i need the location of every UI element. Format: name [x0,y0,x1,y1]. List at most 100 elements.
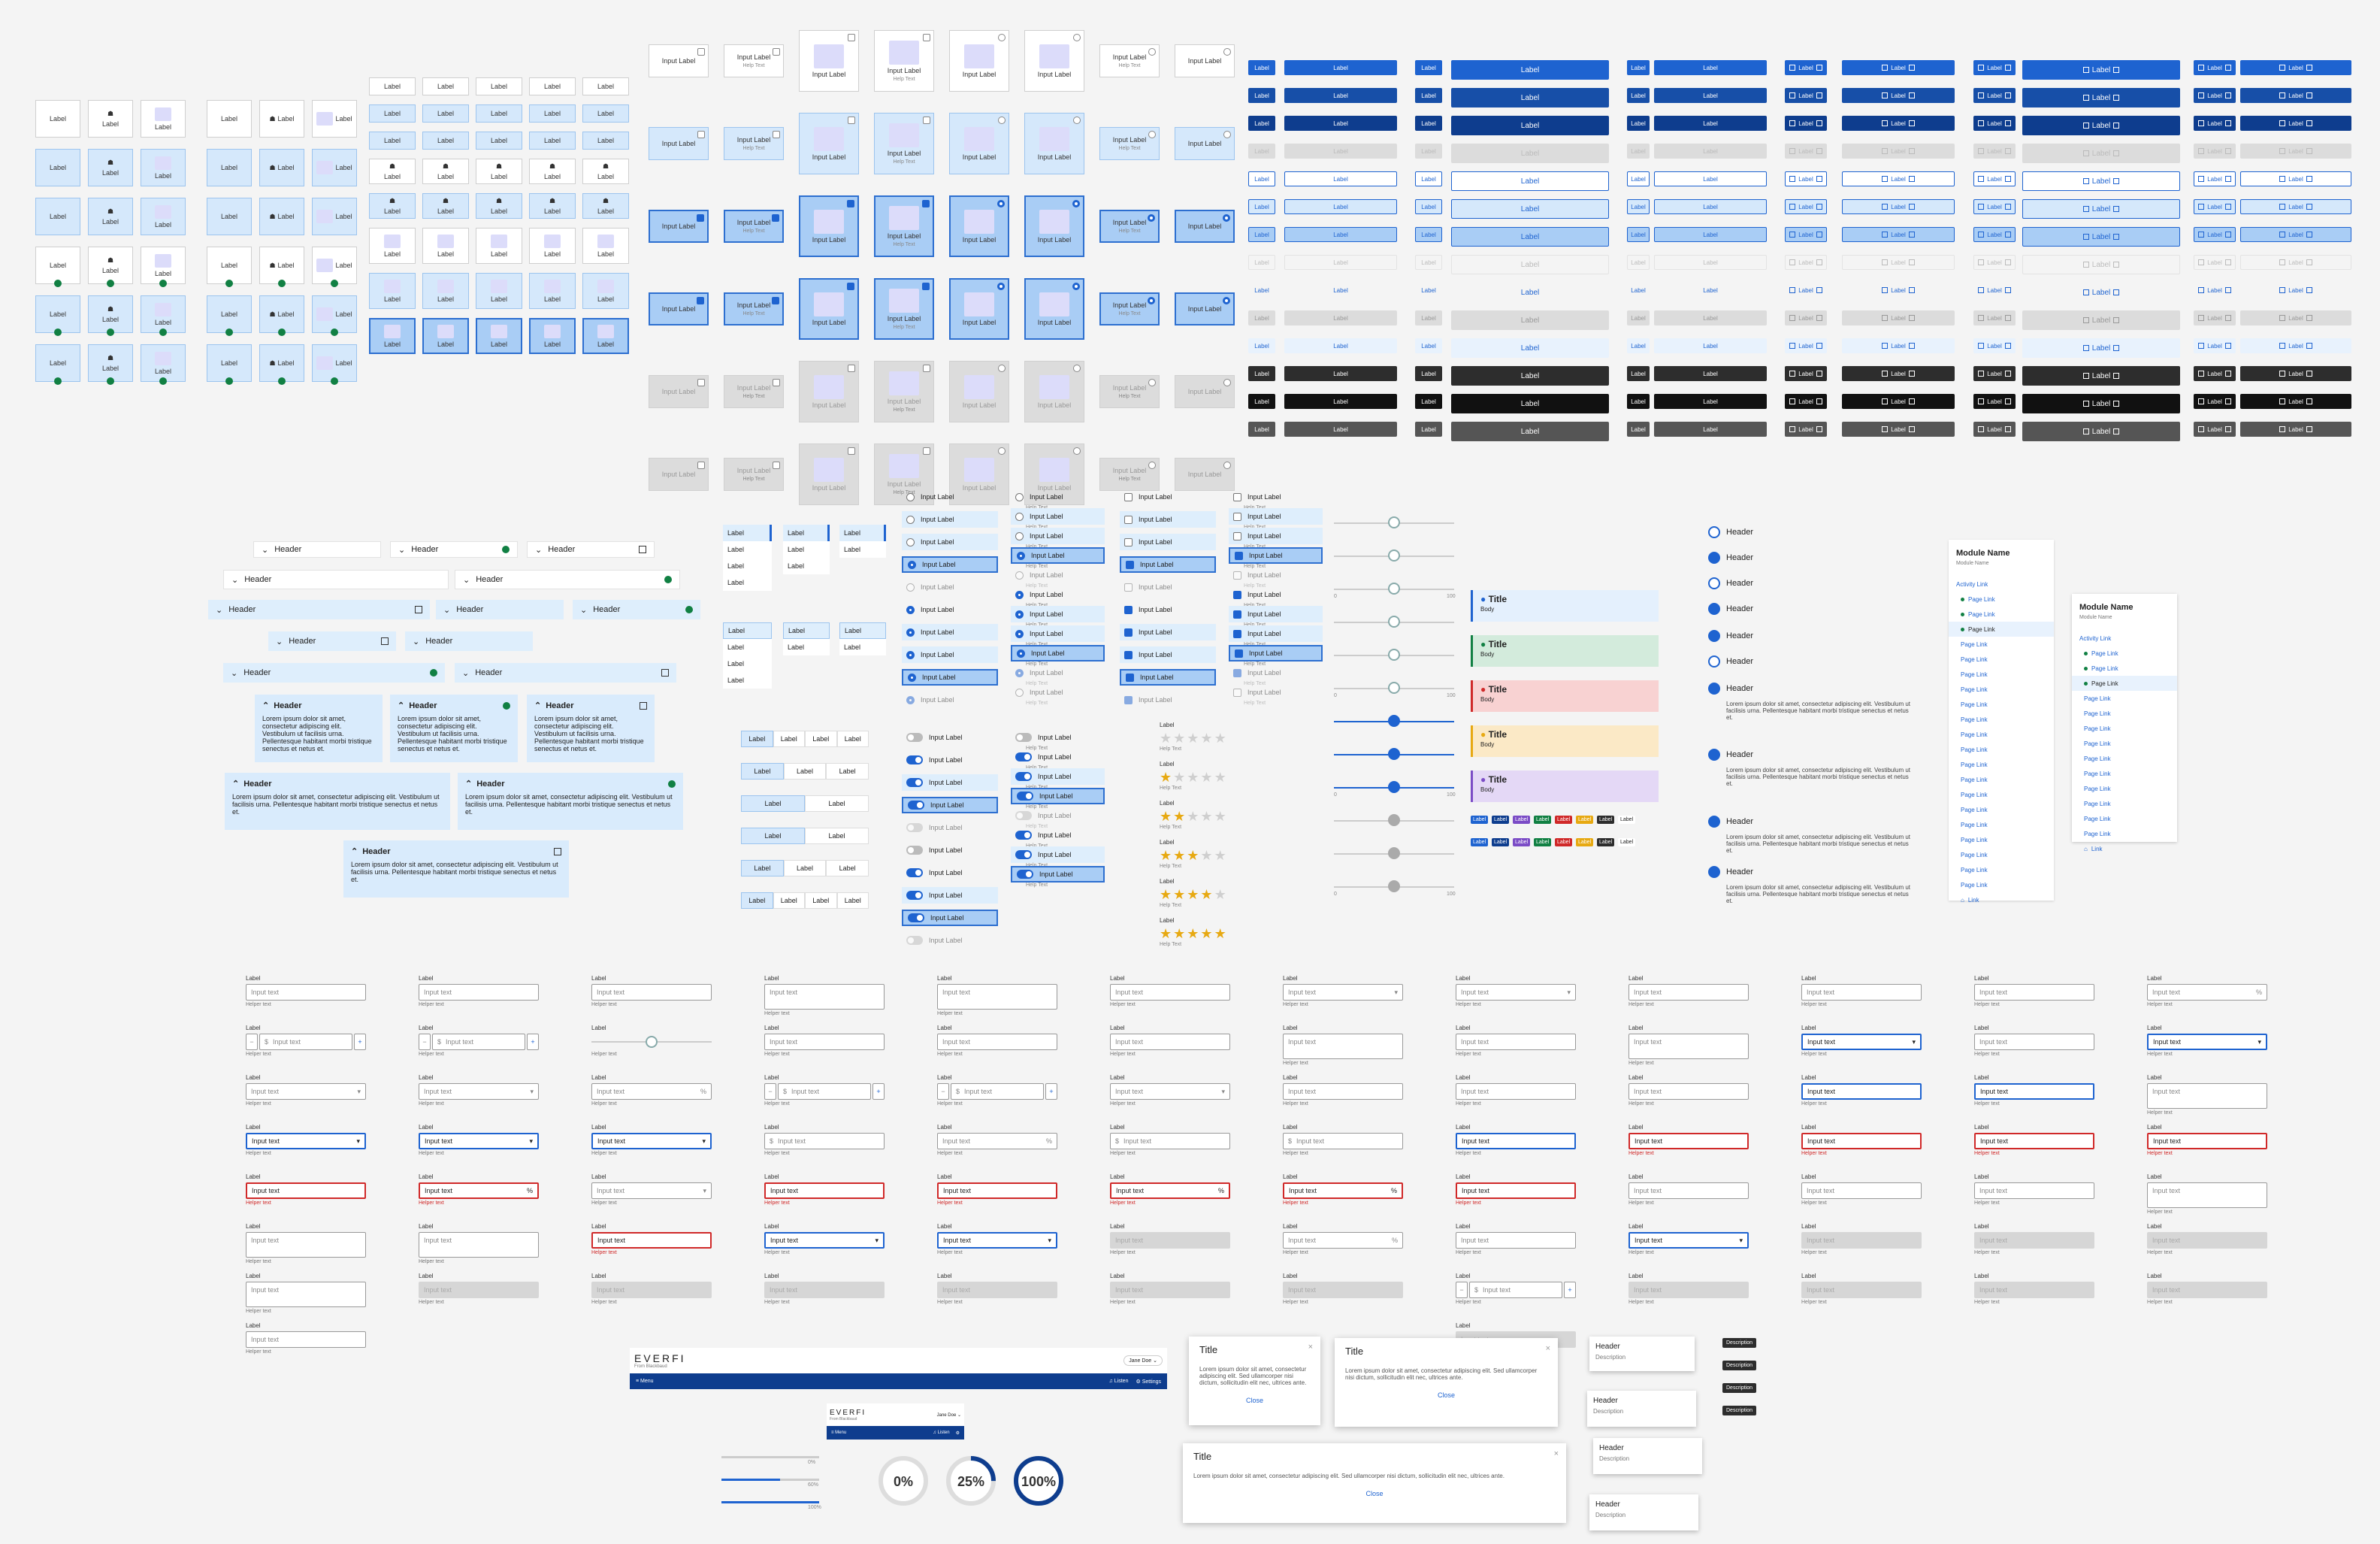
text-input[interactable]: Input text [1801,1282,1922,1298]
accordion-header[interactable]: ⌄ Header [223,570,449,589]
button[interactable]: Label [1842,171,1955,186]
star-icon[interactable]: ★ [1173,809,1187,824]
text-input[interactable]: $ Input text [764,1133,885,1149]
tab-item[interactable]: Label [723,655,772,672]
input-card[interactable]: Input Label [649,127,709,160]
button[interactable]: Label [1785,283,1827,298]
text-input[interactable]: Input text [591,984,712,1001]
button[interactable]: Label [2194,199,2236,214]
text-input[interactable]: Input text [937,1034,1057,1050]
radio-option[interactable]: Input Label [902,624,998,640]
label-tile[interactable]: ☗ Label [369,193,416,219]
label-tile[interactable]: ☗ Label [582,159,629,184]
button[interactable]: Label [1248,116,1275,131]
button[interactable]: Label [1973,366,2016,381]
button[interactable]: Label [2240,310,2351,325]
checkbox-option[interactable]: Input Label [1120,556,1216,573]
text-input[interactable]: Input text ▾ [937,1232,1057,1249]
input-card[interactable]: Input Label Help Text [874,113,934,174]
user-menu[interactable]: Jane Doe ⌄ [1123,1355,1163,1366]
close-icon[interactable]: × [1545,1344,1550,1353]
text-input[interactable]: Input text% [1283,1232,1403,1249]
button[interactable]: Label [1842,255,1955,270]
toggle-option[interactable]: Input Label [902,842,998,858]
page-link[interactable]: Page Link [1949,802,2054,817]
text-input[interactable]: Input text [246,984,366,1001]
star-icon[interactable]: ★ [1200,770,1214,785]
text-input[interactable]: Input text [1456,1083,1576,1100]
input-card[interactable]: Input Label [1175,127,1235,160]
label-tile[interactable]: Label [529,77,576,95]
page-link[interactable]: Page Link [1949,637,2054,652]
step[interactable]: Header [1708,816,1753,828]
toggle-option[interactable]: Input Label [902,797,998,813]
step[interactable]: Header [1708,749,1753,761]
button[interactable]: Label [1654,144,1767,159]
slider-thumb[interactable] [1388,516,1400,528]
label-tile[interactable]: Label [422,318,469,354]
listen-button[interactable]: ♫ Listen [933,1430,950,1435]
tab-item[interactable]: Label [839,639,886,655]
label-tile[interactable]: Label [476,77,522,95]
button[interactable]: Label [2022,366,2180,386]
icon-tile[interactable]: Label [207,149,252,186]
radio-option[interactable]: Input Label [902,601,998,618]
text-input[interactable]: Input text ▾ [246,1133,366,1149]
button[interactable]: Label [1627,199,1650,214]
text-input[interactable]: $ Input text [1110,1133,1230,1149]
user-menu[interactable]: Jane Doe ⌄ [936,1412,961,1418]
star-icon[interactable]: ★ [1173,887,1187,902]
text-input[interactable]: Input text [764,984,885,1010]
star-icon[interactable]: ★ [1214,887,1228,902]
text-input[interactable]: Input text [246,1331,366,1348]
button[interactable]: Label [2194,144,2236,159]
button[interactable]: Label [1248,227,1275,242]
page-link[interactable]: Page Link [2072,781,2177,796]
step[interactable]: Header [1708,866,1753,878]
button[interactable]: Label [2194,283,2236,298]
input-card[interactable]: Input Label Help Text [1099,458,1160,491]
button[interactable]: Label [2240,227,2351,242]
button[interactable]: Label [1627,60,1650,75]
step[interactable]: Header [1708,577,1753,589]
radio-option[interactable]: Input Label [902,579,998,595]
icon-tile[interactable]: Label [141,198,186,235]
button[interactable]: Label [1248,394,1275,409]
page-link[interactable]: Page Link [1949,652,2054,667]
input-card[interactable]: Input Label [1024,444,1084,505]
page-link[interactable]: Page Link [1949,772,2054,787]
button[interactable]: Label [1842,199,1955,214]
tab-item[interactable]: Label [723,525,772,541]
icon-tile[interactable]: ☗ Label [259,295,304,336]
segment[interactable]: Label [773,731,805,747]
text-input[interactable]: Input text [2147,1133,2267,1149]
text-input[interactable]: Input text [1801,1232,1922,1249]
button[interactable]: Label [1973,88,2016,103]
slider-thumb[interactable] [1388,880,1400,892]
icon-tile[interactable]: Label [35,149,80,186]
text-input[interactable]: Input text% [1283,1182,1403,1199]
button[interactable]: Label [1415,338,1442,353]
button[interactable]: Label [1284,283,1397,298]
slider-thumb[interactable] [1388,814,1400,826]
gear-icon[interactable]: ⚙ [955,1430,960,1436]
accordion-header[interactable]: ⌄ Header [455,570,680,589]
input-card[interactable]: Input Label [1024,30,1084,92]
input-card[interactable]: Input Label [1175,458,1235,491]
label-tile[interactable]: Label [529,132,576,150]
input-card[interactable]: Input Label Help Text [724,458,784,491]
button[interactable]: Label [2240,366,2351,381]
text-input[interactable]: Input text [1629,1083,1749,1100]
star-rating[interactable]: Label ★★★★★ Help Text [1160,878,1228,908]
radio-option[interactable]: Input Label [902,534,998,550]
text-input[interactable]: Input text [764,1034,885,1050]
text-input[interactable]: Input text ▾ [246,1083,366,1100]
button[interactable]: Label [2194,366,2236,381]
